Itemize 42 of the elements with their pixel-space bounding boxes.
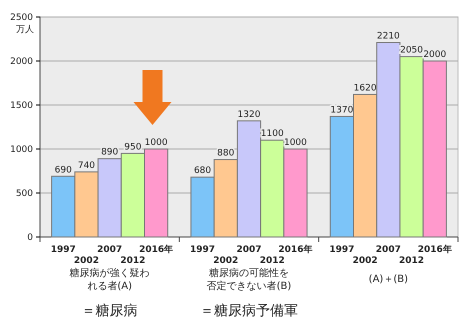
data-label: 1000: [284, 138, 308, 148]
data-label: 2000: [423, 50, 447, 60]
y-tick-label: 2000: [10, 56, 34, 67]
series-label: 1997: [329, 245, 354, 255]
text: 2012: [399, 256, 424, 266]
text: 1997: [190, 245, 216, 255]
text: 2012: [260, 256, 285, 266]
text: 2002: [213, 256, 238, 266]
text: 2016年: [418, 245, 452, 255]
series-label: 2016年: [278, 244, 312, 255]
series-label: 2007: [236, 245, 262, 255]
x-tick-label: (A)＋(B): [368, 274, 408, 285]
data-label: 2050: [400, 46, 424, 56]
y-tick-label: 1000: [10, 144, 34, 155]
text: 2007: [376, 245, 401, 255]
y-tick-label: 2500: [10, 12, 34, 23]
data-label: 1370: [330, 105, 354, 116]
data-label: 680: [194, 166, 212, 176]
text: 2002: [74, 256, 99, 266]
text: 2002: [352, 256, 378, 266]
data-label: 740: [78, 160, 96, 171]
data-label: 1100: [260, 129, 284, 140]
data-label: 1000: [144, 138, 168, 148]
x-tick-label: 糖尿病が強く疑われる者(A): [70, 267, 150, 292]
data-label: 1620: [354, 83, 377, 94]
text: 2007: [97, 245, 122, 255]
text: ＝糖尿病予備軍: [200, 303, 298, 319]
data-label: 1320: [238, 110, 261, 120]
data-label: 890: [101, 148, 119, 158]
y-tick-label: 500: [16, 188, 34, 199]
y-tick-label: 0: [27, 232, 34, 243]
text: ＝糖尿病: [82, 303, 138, 319]
data-label: 880: [217, 148, 235, 159]
text: 2012: [120, 256, 146, 266]
x-tick-label: 糖尿病の可能性を否定できない者(B): [206, 267, 292, 292]
y-tick-label: 1500: [10, 100, 34, 111]
y-axis-title: 万人: [16, 24, 34, 35]
text: 2016年: [139, 245, 174, 255]
data-label: 950: [124, 142, 142, 152]
data-label: 690: [54, 165, 72, 176]
text: 1997: [50, 245, 76, 255]
data-label: 2210: [376, 32, 400, 42]
